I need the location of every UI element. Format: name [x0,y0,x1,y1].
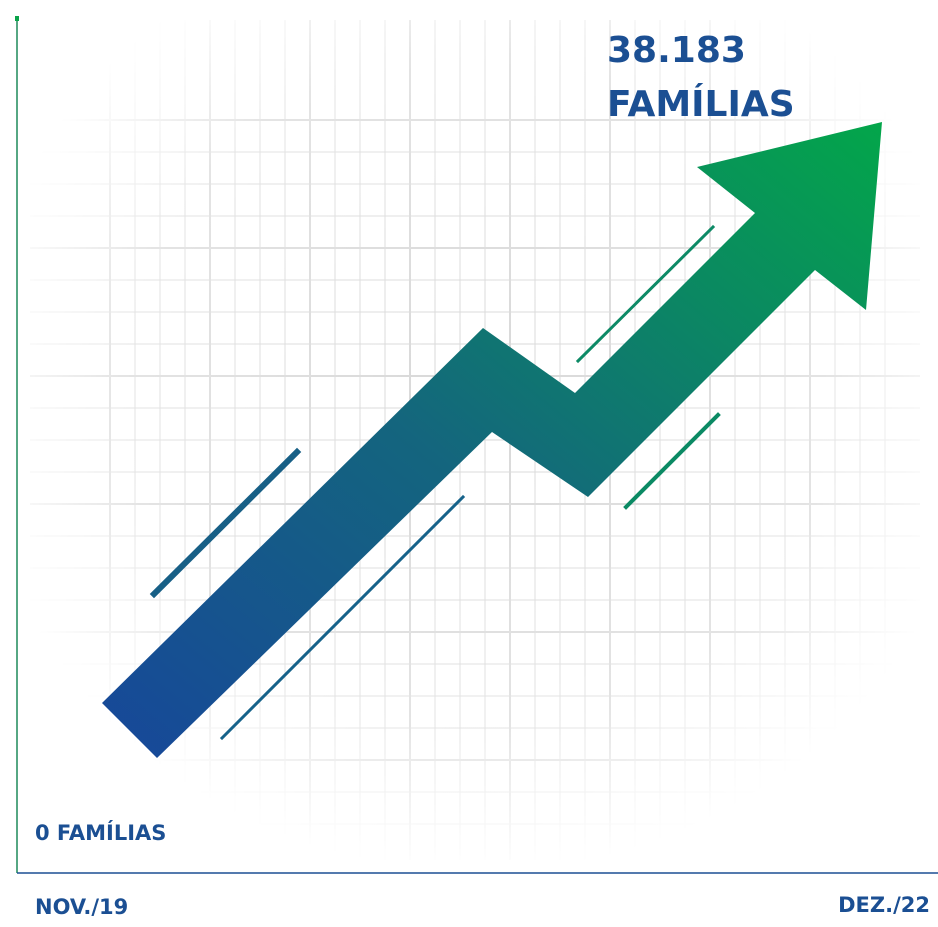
axis-cap [15,16,19,21]
accent-line [149,447,302,599]
accent-line [623,412,721,510]
start-label: 0 FAMÍLIAS [35,820,166,845]
start-date: NOV./19 [35,895,128,919]
accent-line [575,224,716,364]
value-number: 38.183 [607,30,746,71]
growth-arrow [102,122,882,758]
value-unit: FAMÍLIAS [607,83,795,125]
end-date: DEZ./22 [838,893,930,917]
accent-line [219,494,466,741]
accent-lines [149,224,721,741]
